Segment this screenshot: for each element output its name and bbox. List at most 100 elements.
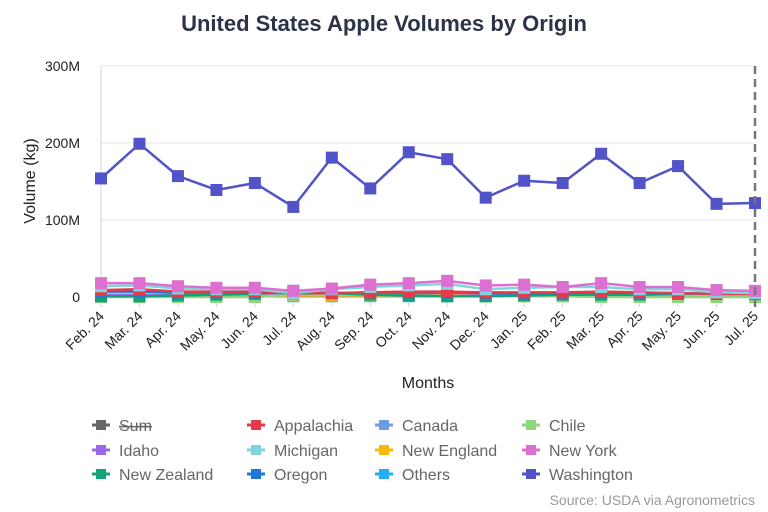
x-tick-label: May. 25 <box>638 308 684 354</box>
legend-item-new-zealand[interactable]: New Zealand <box>92 467 213 484</box>
data-point[interactable] <box>556 177 569 190</box>
data-point[interactable] <box>248 177 261 190</box>
x-tick-label: Jul. 25 <box>721 308 762 349</box>
data-point[interactable] <box>133 137 146 150</box>
series-line <box>101 279 756 293</box>
data-point[interactable] <box>210 281 223 294</box>
legend-item-others[interactable]: Others <box>375 467 450 484</box>
legend-marker-icon <box>379 445 389 455</box>
data-point[interactable] <box>633 280 646 293</box>
legend-label: Chile <box>549 418 586 435</box>
data-point[interactable] <box>210 183 223 196</box>
data-point[interactable] <box>95 172 107 185</box>
data-point[interactable] <box>633 177 646 190</box>
x-tick-label: Oct. 24 <box>372 308 415 351</box>
legend-item-chile[interactable]: Chile <box>522 418 586 435</box>
data-point[interactable] <box>364 182 377 195</box>
x-tick-label: Sep. 24 <box>331 308 377 354</box>
legend-item-sum[interactable]: Sum <box>92 418 152 435</box>
legend-marker-icon <box>526 445 536 455</box>
x-tick-label: Jun. 24 <box>217 308 261 352</box>
legend-label: New York <box>549 443 618 460</box>
x-tick-label: Nov. 24 <box>409 308 454 353</box>
x-axis-label: Months <box>402 375 454 392</box>
legend-marker-icon <box>526 469 536 479</box>
legend-label: Michigan <box>274 443 338 460</box>
data-point[interactable] <box>441 153 454 166</box>
legend-item-new-england[interactable]: New England <box>375 443 497 460</box>
data-point[interactable] <box>672 280 685 293</box>
data-point[interactable] <box>248 281 261 294</box>
legend-marker-icon <box>251 445 261 455</box>
series-line <box>100 282 756 295</box>
legend-marker-icon <box>96 445 106 455</box>
legend-marker-icon <box>379 420 389 430</box>
data-point[interactable] <box>402 277 415 290</box>
data-point[interactable] <box>672 160 685 173</box>
series-new-york <box>95 274 761 297</box>
series-washington <box>95 137 761 213</box>
data-point[interactable] <box>595 277 608 290</box>
data-point[interactable] <box>325 151 338 164</box>
chart-title: United States Apple Volumes by Origin <box>181 11 587 36</box>
legend-label: New England <box>402 443 497 460</box>
legend-item-oregon[interactable]: Oregon <box>247 467 327 484</box>
series-line <box>100 288 755 296</box>
data-point[interactable] <box>441 274 454 287</box>
x-tick-label: Jan. 25 <box>487 308 531 352</box>
grid <box>100 65 755 297</box>
y-axis-label: Volume (kg) <box>22 138 39 223</box>
data-point[interactable] <box>133 277 146 290</box>
legend-marker-icon <box>251 469 261 479</box>
data-point[interactable] <box>95 277 107 290</box>
data-point[interactable] <box>518 278 531 291</box>
x-tick-label: May. 24 <box>177 308 223 354</box>
legend-item-washington[interactable]: Washington <box>522 467 633 484</box>
data-point[interactable] <box>479 279 492 292</box>
legend-item-appalachia[interactable]: Appalachia <box>247 418 353 435</box>
legend-label: Sum <box>119 418 152 435</box>
data-point[interactable] <box>518 174 531 187</box>
data-point[interactable] <box>402 146 415 159</box>
x-tick-label: Mar. 25 <box>563 308 607 352</box>
legend-marker-icon <box>251 420 261 430</box>
data-point[interactable] <box>171 280 184 293</box>
data-point[interactable] <box>325 282 338 295</box>
x-tick-label: Dec. 24 <box>446 308 492 354</box>
y-tick-label: 200M <box>45 135 80 151</box>
series-line <box>101 289 755 298</box>
data-point[interactable] <box>595 147 608 160</box>
legend-marker-icon <box>96 420 106 430</box>
series-group <box>95 137 761 303</box>
data-point[interactable] <box>479 191 492 204</box>
legend-label: Idaho <box>119 443 159 460</box>
data-point[interactable] <box>287 200 300 213</box>
legend-item-canada[interactable]: Canada <box>375 418 458 435</box>
legend-item-michigan[interactable]: Michigan <box>247 443 338 460</box>
legend-marker-icon <box>526 420 536 430</box>
legend-label: Oregon <box>274 467 327 484</box>
y-tick-label: 300M <box>45 58 80 74</box>
data-point[interactable] <box>556 280 569 293</box>
legend-label: Appalachia <box>274 418 353 435</box>
x-tick-label: Jun. 25 <box>679 308 723 352</box>
data-point[interactable] <box>171 170 184 183</box>
data-point[interactable] <box>364 278 377 291</box>
y-axis-ticks: 0 100M 200M 300M <box>45 58 80 305</box>
legend-label: Others <box>402 467 450 484</box>
legend-item-idaho[interactable]: Idaho <box>92 443 159 460</box>
data-point[interactable] <box>710 284 723 297</box>
x-tick-label: Feb. 25 <box>524 308 569 353</box>
legend-marker-icon <box>96 469 106 479</box>
legend-label: Washington <box>549 467 633 484</box>
x-tick-label: Mar. 24 <box>101 308 145 352</box>
x-tick-label: Feb. 24 <box>62 308 107 353</box>
legend-item-new-york[interactable]: New York <box>522 443 618 460</box>
data-point[interactable] <box>287 284 300 297</box>
legend-label: Canada <box>402 418 458 435</box>
source-note: Source: USDA via Agronometrics <box>550 492 755 508</box>
legend: Sum Appalachia Canada Chile Idaho Michigan New… <box>92 418 633 484</box>
y-tick-label: 100M <box>45 212 80 228</box>
data-point[interactable] <box>710 197 723 210</box>
